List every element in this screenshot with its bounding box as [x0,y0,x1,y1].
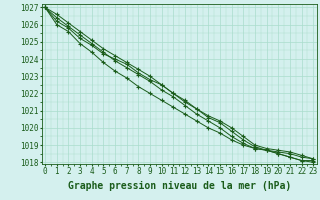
X-axis label: Graphe pression niveau de la mer (hPa): Graphe pression niveau de la mer (hPa) [68,181,291,191]
